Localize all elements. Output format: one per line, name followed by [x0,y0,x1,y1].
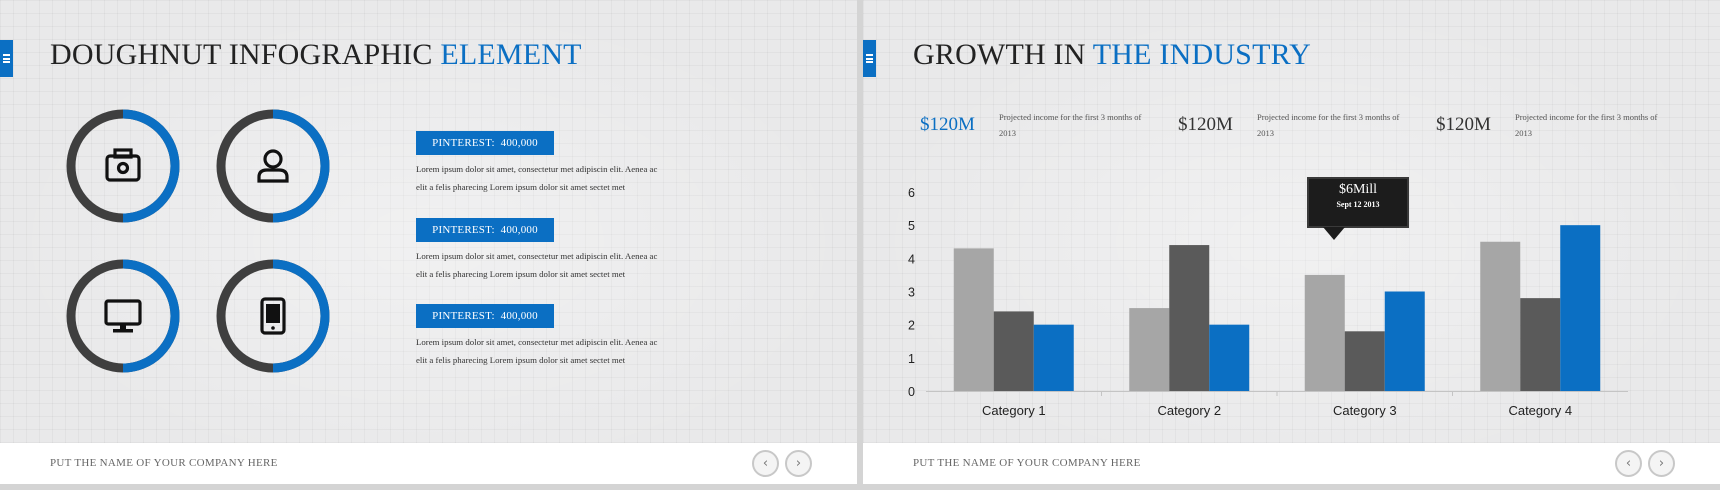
bar-2-1 [1129,308,1170,391]
bar-3-2 [1344,331,1385,391]
title-accent: ELEMENT [440,38,582,71]
tooltip-value: $6Mill [1338,182,1378,197]
bar-4-3 [1560,225,1601,391]
info-text: Lorem ipsum dolor sit amet, consectetur … [416,337,658,365]
badge-value: 400,000 [500,224,538,236]
chart-tooltip: $6Mill Sept 12 2013 [1307,177,1409,240]
bar-4-2 [1520,298,1561,391]
badge-label: PINTEREST: [432,137,495,149]
bar-1-3 [1033,324,1074,391]
stat-desc-3: Projected income for the first 3 months … [1515,112,1658,138]
prev-slide-button[interactable]: ‹ [752,450,779,477]
next-slide-button[interactable]: › [1648,450,1675,477]
title-main: DOUGHNUT INFOGRAPHIC [50,38,433,71]
pinterest-badge: PINTEREST: 400,000 [416,218,554,242]
page-title: DOUGHNUT INFOGRAPHIC ELEMENT [50,38,582,72]
y-tick-label: 3 [908,286,915,300]
bar-3-3 [1384,291,1425,391]
bar-2-2 [1169,245,1210,391]
y-tick-label: 5 [908,219,915,233]
user-icon [257,149,289,183]
badge-value: 400,000 [500,310,538,322]
tooltip-date: Sept 12 2013 [1336,200,1380,209]
prev-slide-button[interactable]: ‹ [1615,450,1642,477]
pinterest-badge: PINTEREST: 400,000 [416,304,554,328]
footer: PUT THE NAME OF YOUR COMPANY HERE ‹ › [0,443,857,484]
doughnut-camera [65,108,181,224]
camera-icon [105,148,141,182]
page-title: GROWTH IN THE INDUSTRY [913,38,1311,72]
bar-1-2 [993,311,1034,391]
info-block-3: PINTEREST: 400,000 Lorem ipsum dolor sit… [416,304,661,369]
bar-3-1 [1304,274,1345,391]
bar-1-1 [953,248,994,391]
doughnut-tablet [215,258,331,374]
bar-4-1 [1480,241,1521,391]
bar-chart: 0 1 2 3 4 5 6 Category 1 Category 2 Category 3 Cat… [908,186,1628,418]
y-tick-label: 6 [908,186,915,200]
doughnut-user [215,108,331,224]
next-slide-button[interactable]: › [785,450,812,477]
category-label: Category 1 [982,403,1046,418]
y-tick-label: 1 [908,352,915,366]
info-block-2: PINTEREST: 400,000 Lorem ipsum dolor sit… [416,218,661,283]
badge-label: PINTEREST: [432,310,495,322]
badge-value: 400,000 [500,137,538,149]
info-block-1: PINTEREST: 400,000 Lorem ipsum dolor sit… [416,131,661,196]
stat-value-1: $120M [920,114,975,135]
y-tick-label: 0 [908,385,915,399]
stat-desc-1: Projected income for the first 3 months … [999,112,1142,138]
doughnut-monitor [65,258,181,374]
menu-icon[interactable] [0,40,13,77]
stat-value-3: $120M [1436,114,1491,135]
stat-value-2: $120M [1178,114,1233,135]
info-text: Lorem ipsum dolor sit amet, consectetur … [416,251,658,279]
menu-icon[interactable] [863,40,876,77]
category-label: Category 4 [1508,403,1572,418]
slide-growth-industry: GROWTH IN THE INDUSTRY $120M Projected i… [863,0,1720,484]
pinterest-badge: PINTEREST: 400,000 [416,131,554,155]
company-name: PUT THE NAME OF YOUR COMPANY HERE [913,457,1141,469]
company-name: PUT THE NAME OF YOUR COMPANY HERE [50,457,278,469]
y-tick-label: 4 [908,252,915,266]
category-label: Category 3 [1333,403,1397,418]
badge-label: PINTEREST: [432,224,495,236]
category-label: Category 2 [1157,403,1221,418]
footer: PUT THE NAME OF YOUR COMPANY HERE ‹ › [863,443,1720,484]
info-text: Lorem ipsum dolor sit amet, consectetur … [416,164,658,192]
y-tick-label: 2 [908,319,915,333]
title-accent: THE INDUSTRY [1092,38,1312,71]
monitor-icon [104,299,142,333]
stat-desc-2: Projected income for the first 3 months … [1257,112,1400,138]
bar-2-3 [1209,324,1250,391]
tablet-icon [260,297,286,335]
slide-doughnut-infographic: DOUGHNUT INFOGRAPHIC ELEMENT [0,0,857,484]
title-main: GROWTH IN [913,38,1086,71]
